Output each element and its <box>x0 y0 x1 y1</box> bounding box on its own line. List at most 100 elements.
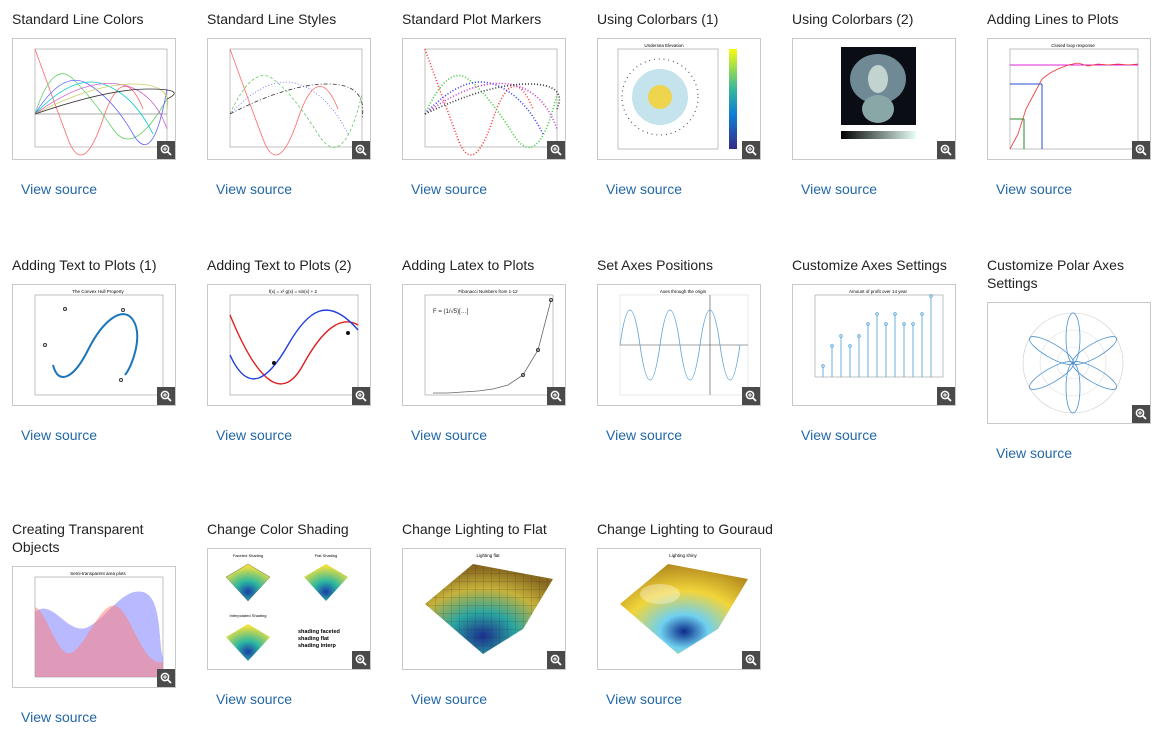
thumbnail[interactable]: Closed loop response <box>987 38 1151 160</box>
zoom-in-icon[interactable] <box>937 141 955 159</box>
view-source-link[interactable]: View source <box>411 691 488 707</box>
color-shading-plot: Faceted Shading Flat Shading Interpolate… <box>225 553 348 661</box>
thumbnail[interactable] <box>987 302 1151 424</box>
axes-positions-plot: Axes through the origin <box>619 289 749 396</box>
lighting-flat-plot: Lighting flat <box>425 553 553 654</box>
thumb-title: Semi-transparent area plots <box>70 571 126 576</box>
thumb-title: Interpolated Shading <box>230 613 267 618</box>
thumb-title: Axes through the origin <box>660 289 707 294</box>
thumb-title: Undersea Elevation <box>644 43 684 48</box>
view-source-link[interactable]: View source <box>21 427 98 443</box>
zoom-in-icon[interactable] <box>1132 141 1150 159</box>
zoom-in-icon[interactable] <box>352 387 370 405</box>
thumb-title: Faceted Shading <box>233 553 263 558</box>
card-title: Using Colorbars (1) <box>597 11 719 27</box>
view-source-link[interactable]: View source <box>606 691 683 707</box>
thumbnail[interactable] <box>207 38 371 160</box>
card-title: Creating Transparent Objects <box>12 521 144 555</box>
text-1-plot: The Convex Hull Property <box>34 289 164 396</box>
zoom-in-icon[interactable] <box>157 141 175 159</box>
card-polar-axes: Customize Polar Axes Settings View sourc… <box>987 256 1167 461</box>
zoom-in-icon[interactable] <box>352 141 370 159</box>
thumb-title: Lighting flat <box>476 553 500 558</box>
card-title: Standard Line Styles <box>207 11 337 27</box>
card-title: Using Colorbars (2) <box>792 11 914 27</box>
zoom-in-icon[interactable] <box>1132 405 1150 423</box>
transparent-plot: Semi-transparent area plots <box>34 571 164 678</box>
view-source-link[interactable]: View source <box>216 181 293 197</box>
thumb-title: Flat Shading <box>315 553 337 558</box>
card-line-colors: Standard Line Colors View source <box>12 10 192 197</box>
thumbnail[interactable]: f(x) = x² g(x) = sin(x) + 2 <box>207 284 371 406</box>
view-source-link[interactable]: View source <box>216 427 293 443</box>
card-axes-positions: Set Axes Positions Axes through the orig… <box>597 256 777 443</box>
zoom-in-icon[interactable] <box>937 387 955 405</box>
zoom-in-icon[interactable] <box>352 651 370 669</box>
card-colorbars-1: Using Colorbars (1) Undersea Elevation V… <box>597 10 777 197</box>
view-source-link[interactable]: View source <box>996 181 1073 197</box>
card-title: Adding Text to Plots (2) <box>207 257 352 273</box>
card-title: Adding Latex to Plots <box>402 257 535 273</box>
line-colors-plot <box>34 48 175 156</box>
thumbnail[interactable]: Lighting flat <box>402 548 566 670</box>
code-line-2: shading flat <box>298 636 329 642</box>
card-adding-lines: Adding Lines to Plots Closed loop respon… <box>987 10 1167 197</box>
card-title: Adding Lines to Plots <box>987 11 1119 27</box>
lighting-gouraud-plot: Lighting shiny <box>620 553 748 654</box>
card-latex: Adding Latex to Plots Fibonacci Numbers … <box>402 256 582 443</box>
zoom-in-icon[interactable] <box>742 651 760 669</box>
card-lighting-flat: Change Lighting to Flat Lighting flat Vi… <box>402 520 582 707</box>
thumbnail[interactable]: Amount of profit over 14 year <box>792 284 956 406</box>
card-transparent: Creating Transparent Objects Semi-transp… <box>12 520 192 725</box>
thumb-title: f(x) = x² g(x) = sin(x) + 2 <box>269 289 318 294</box>
polar-axes-plot <box>1022 312 1124 414</box>
view-source-link[interactable]: View source <box>411 181 488 197</box>
thumbnail[interactable]: The Convex Hull Property <box>12 284 176 406</box>
thumbnail[interactable]: Lighting shiny <box>597 548 761 670</box>
thumbnail[interactable] <box>402 38 566 160</box>
card-axes-settings: Customize Axes Settings Amount of profit… <box>792 256 972 443</box>
view-source-link[interactable]: View source <box>801 181 878 197</box>
card-title: Customize Polar Axes Settings <box>987 257 1124 291</box>
zoom-in-icon[interactable] <box>742 387 760 405</box>
zoom-in-icon[interactable] <box>742 141 760 159</box>
card-title: Customize Axes Settings <box>792 257 947 273</box>
card-title: Set Axes Positions <box>597 257 713 273</box>
card-line-styles: Standard Line Styles View source <box>207 10 387 197</box>
zoom-in-icon[interactable] <box>157 387 175 405</box>
zoom-in-icon[interactable] <box>547 387 565 405</box>
card-color-shading: Change Color Shading Faceted Shading Fla… <box>207 520 387 707</box>
card-title: Adding Text to Plots (1) <box>12 257 157 273</box>
zoom-in-icon[interactable] <box>547 141 565 159</box>
view-source-link[interactable]: View source <box>606 427 683 443</box>
thumb-title: Closed loop response <box>1051 43 1095 48</box>
svg-text:F = (1/√5)[…]: F = (1/√5)[…] <box>433 308 469 315</box>
view-source-link[interactable]: View source <box>996 445 1073 461</box>
view-source-link[interactable]: View source <box>216 691 293 707</box>
view-source-link[interactable]: View source <box>801 427 878 443</box>
thumb-title: Fibonacci Numbers from 1-12 <box>458 289 518 294</box>
thumbnail[interactable]: Axes through the origin <box>597 284 761 406</box>
thumb-title: Amount of profit over 14 year <box>849 289 908 294</box>
thumbnail[interactable]: Fibonacci Numbers from 1-12 F = (1/√5)[…… <box>402 284 566 406</box>
thumbnail[interactable]: Undersea Elevation <box>597 38 761 160</box>
thumbnail[interactable]: Semi-transparent area plots <box>12 566 176 688</box>
thumb-title: The Convex Hull Property <box>72 289 124 294</box>
card-title: Standard Plot Markers <box>402 11 542 27</box>
zoom-in-icon[interactable] <box>547 651 565 669</box>
thumbnail[interactable] <box>792 38 956 160</box>
zoom-in-icon[interactable] <box>157 669 175 687</box>
card-title: Change Lighting to Gouraud <box>597 521 773 537</box>
thumbnail[interactable] <box>12 38 176 160</box>
view-source-link[interactable]: View source <box>21 181 98 197</box>
thumbnail[interactable]: Faceted Shading Flat Shading Interpolate… <box>207 548 371 670</box>
latex-plot: Fibonacci Numbers from 1-12 F = (1/√5)[…… <box>424 289 554 396</box>
plot-markers-plot <box>424 48 561 156</box>
code-line-3: shading interp <box>298 643 337 649</box>
colorbars-1-plot: Undersea Elevation <box>617 43 737 150</box>
card-title: Change Lighting to Flat <box>402 521 547 537</box>
view-source-link[interactable]: View source <box>606 181 683 197</box>
view-source-link[interactable]: View source <box>411 427 488 443</box>
view-source-link[interactable]: View source <box>21 709 98 725</box>
